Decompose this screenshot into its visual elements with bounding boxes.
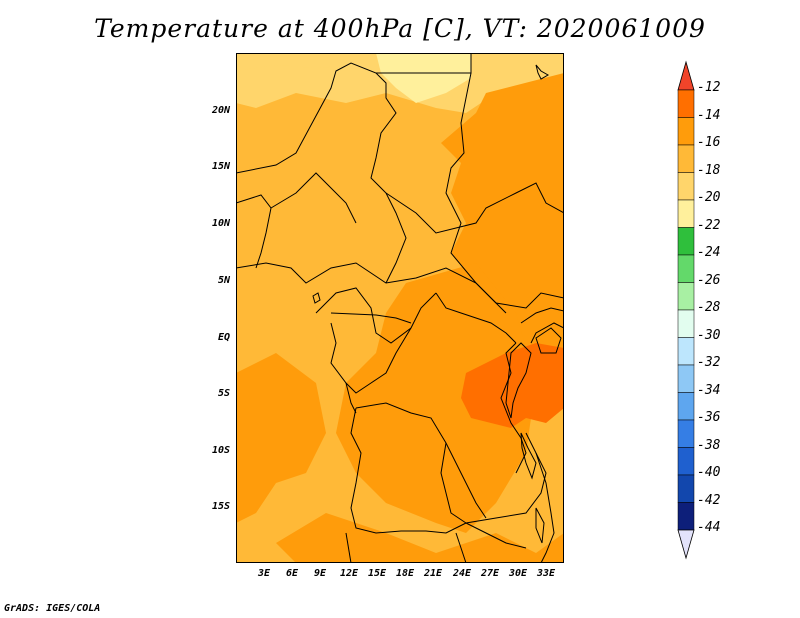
colorbar-label: -24 (697, 245, 721, 260)
colorbar-swatch (677, 419, 695, 448)
colorbar-swatch (677, 199, 695, 228)
colorbar-label: -40 (697, 465, 721, 480)
colorbar-label: -12 (697, 80, 721, 95)
x-tick-label: 15E (367, 568, 387, 579)
colorbar-swatch (677, 144, 695, 173)
colorbar-label: -20 (697, 190, 721, 205)
y-tick-label: 15S (211, 501, 230, 512)
colorbar-label: -34 (697, 383, 721, 398)
y-tick-label: 10S (211, 445, 230, 456)
x-tick-label: 3E (257, 568, 271, 579)
colorbar (677, 60, 695, 560)
y-tick-label: 5S (217, 388, 230, 399)
x-tick-label: 21E (423, 568, 443, 579)
map-frame (236, 53, 564, 563)
field-central-warm (336, 263, 536, 533)
y-tick-label: EQ (217, 332, 230, 343)
colorbar-arrow-top (677, 60, 695, 91)
field-east-warm (441, 73, 564, 373)
colorbar-swatch (677, 474, 695, 503)
colorbar-swatch (677, 309, 695, 338)
x-tick-label: 6E (285, 568, 299, 579)
x-tick-label: 33E (536, 568, 556, 579)
temperature-map (236, 53, 564, 563)
colorbar-label: -16 (697, 135, 721, 150)
field-hotspot (461, 343, 564, 428)
colorbar-label: -22 (697, 218, 721, 233)
credit-text: GrADS: IGES/COLA (4, 603, 101, 614)
colorbar-label: -38 (697, 438, 721, 453)
x-tick-label: 24E (452, 568, 472, 579)
colorbar-label: -26 (697, 273, 721, 288)
colorbar-label: -28 (697, 300, 721, 315)
colorbar-label: -30 (697, 328, 721, 343)
colorbar-label: -44 (697, 520, 721, 535)
country-borders (236, 53, 564, 563)
field-southwest-warm (236, 353, 326, 523)
colorbar-arrow-bottom (677, 529, 695, 560)
colorbar-swatch (677, 502, 695, 531)
colorbar-label: -42 (697, 493, 721, 508)
y-tick-label: 20N (211, 105, 230, 116)
colorbar-label: -32 (697, 355, 721, 370)
y-tick-label: 10N (211, 218, 230, 229)
y-tick-label: 15N (211, 161, 230, 172)
colorbar-swatch (677, 337, 695, 366)
colorbar-label: -18 (697, 163, 721, 178)
colorbar-label: -36 (697, 410, 721, 425)
x-tick-label: 12E (339, 568, 359, 579)
field-south-warm (276, 513, 564, 563)
colorbar-label: -14 (697, 108, 721, 123)
colorbar-swatch (677, 117, 695, 146)
x-tick-label: 30E (508, 568, 528, 579)
field-north-lightest-2 (236, 53, 366, 71)
lakes (312, 64, 562, 544)
map-title: Temperature at 400hPa [C], VT: 202006100… (94, 14, 706, 43)
colorbar-swatch (677, 364, 695, 393)
colorbar-swatch (677, 392, 695, 421)
field-north-lightest (376, 53, 471, 103)
x-tick-label: 27E (480, 568, 500, 579)
x-tick-label: 9E (313, 568, 327, 579)
colorbar-swatch (677, 89, 695, 118)
colorbar-swatch (677, 172, 695, 201)
colorbar-swatch (677, 254, 695, 283)
colorbar-swatch (677, 282, 695, 311)
colorbar-swatch (677, 447, 695, 476)
colorbar-swatch (677, 227, 695, 256)
x-tick-label: 18E (395, 568, 415, 579)
y-tick-label: 5N (217, 275, 230, 286)
